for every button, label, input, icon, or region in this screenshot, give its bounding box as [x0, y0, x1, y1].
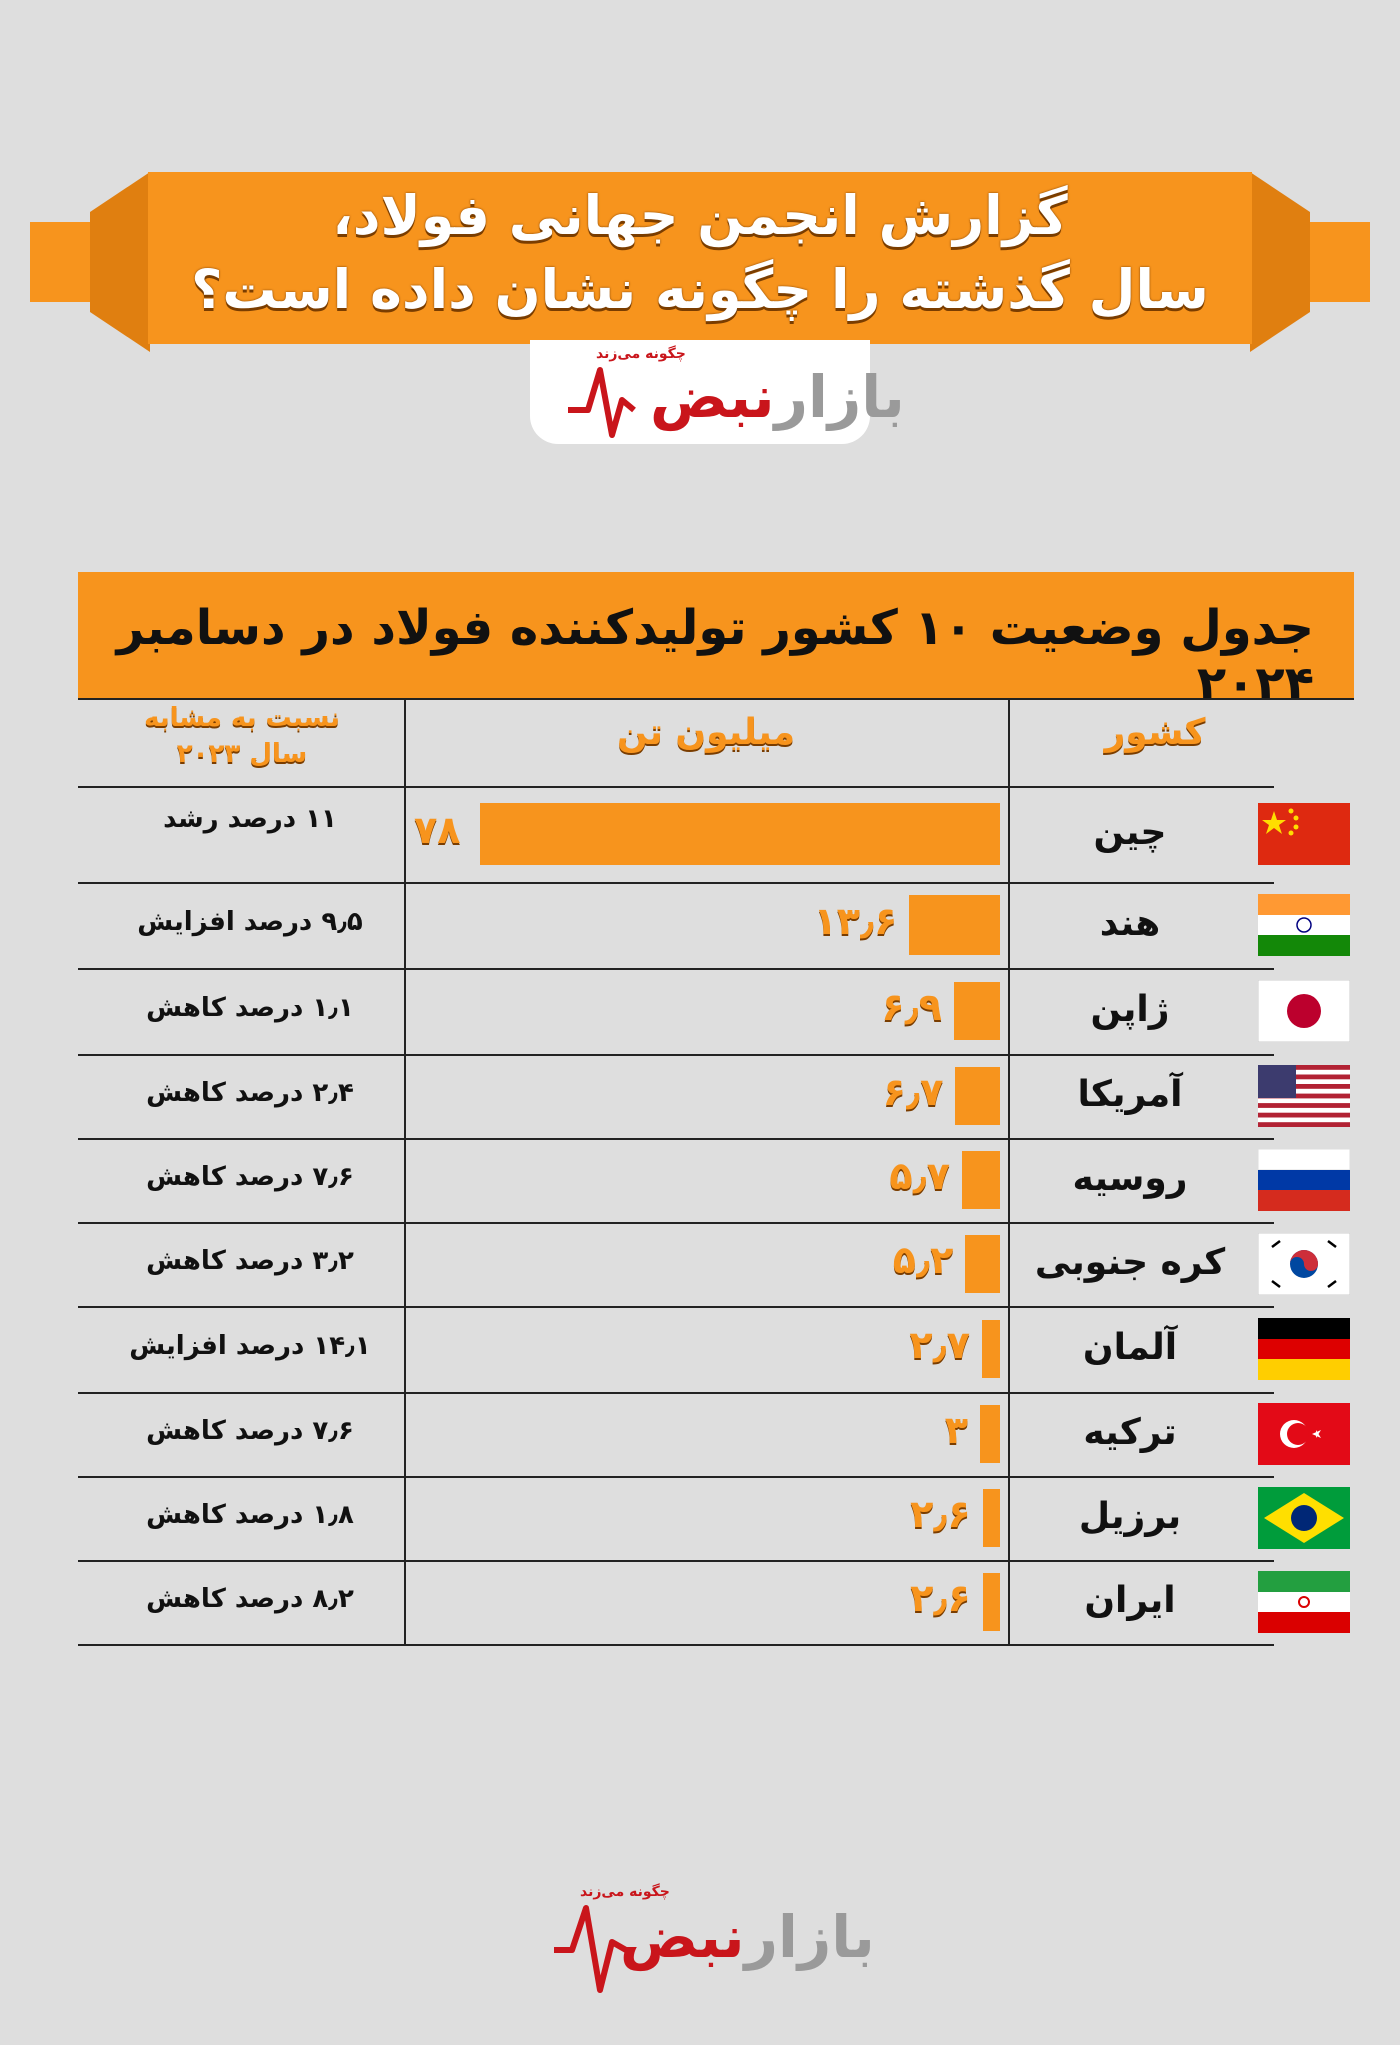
bar-mark	[909, 895, 1000, 955]
change-vs-2023: ۹٫۵ درصد افزایش	[137, 907, 363, 937]
table-title: جدول وضعیت ۱۰ کشور تولیدکننده فولاد در د…	[116, 600, 1314, 712]
bar-mark	[962, 1151, 1000, 1209]
country-name: ترکیه	[1083, 1412, 1177, 1453]
change-vs-2023: ۷٫۶ درصد کاهش	[146, 1162, 354, 1192]
country-name: آلمان	[1082, 1327, 1178, 1368]
brand-tagline: چگونه می‌زند	[596, 346, 686, 362]
bar-value-label: ۲٫۷	[909, 1323, 970, 1367]
column-header-change-line-2: سال ۲۰۲۳	[176, 739, 308, 769]
bar-value-label: ۵٫۲	[892, 1238, 954, 1282]
column-header-million-tons: میلیون تن	[616, 712, 796, 753]
country-name: ژاپن	[1090, 989, 1170, 1030]
bar-value-label: ۶٫۹	[881, 985, 942, 1029]
bar-value-label: ۷۸	[414, 808, 461, 852]
change-vs-2023: ۱۴٫۱ درصد افزایش	[129, 1331, 371, 1361]
country-name: برزیل	[1078, 1496, 1182, 1537]
footer-brand-name-red: نبض	[620, 1903, 747, 1971]
column-header-change: نسبت به مشابه سال ۲۰۲۳	[78, 700, 406, 772]
south-korea-flag	[1258, 1233, 1350, 1295]
change-vs-2023: ۱۱ درصد رشد	[163, 804, 337, 834]
footer-brand-logo: چگونه می‌زند بازارنبض	[550, 1880, 877, 2010]
column-header-change-line-1: نسبت به مشابه	[144, 703, 340, 733]
brand-logo: چگونه می‌زند بازارنبض	[530, 340, 907, 444]
change-vs-2023: ۱٫۱ درصد کاهش	[146, 993, 354, 1023]
turkey-flag	[1258, 1403, 1350, 1465]
footer-pulse-icon	[554, 1905, 628, 1993]
change-vs-2023: ۸٫۲ درصد کاهش	[146, 1584, 354, 1614]
bar-mark	[982, 1489, 1000, 1547]
bar-mark	[980, 1405, 1000, 1463]
japan-flag	[1258, 980, 1350, 1042]
bar-mark	[965, 1235, 1000, 1293]
bar-mark	[982, 1320, 1000, 1378]
country-name: چین	[1093, 812, 1167, 853]
brand-name-red: نبض	[650, 363, 777, 431]
page-title-line-2: سال گذشته را چگونه نشان داده است؟	[191, 258, 1209, 321]
bar-mark	[955, 1067, 1000, 1125]
bar-mark	[982, 1573, 1000, 1631]
usa-flag	[1258, 1065, 1350, 1127]
germany-flag	[1258, 1318, 1350, 1380]
brazil-flag	[1258, 1487, 1350, 1549]
change-vs-2023: ۲٫۴ درصد کاهش	[146, 1078, 354, 1108]
table-divider	[78, 1054, 1274, 1056]
table-divider	[78, 1392, 1274, 1394]
bar-value-label: ۱۳٫۶	[813, 899, 898, 943]
footer-brand-tagline: چگونه می‌زند	[580, 1884, 670, 1900]
footer-brand-name-gray: بازار	[744, 1903, 877, 1971]
table-divider	[78, 1222, 1274, 1224]
table-divider	[78, 1306, 1274, 1308]
brand-name: بازارنبض	[650, 362, 907, 432]
country-name: ایران	[1084, 1580, 1176, 1621]
china-flag	[1258, 803, 1350, 865]
bar-value-label: ۲٫۶	[910, 1492, 971, 1536]
page-title-line-1: گزارش انجمن جهانی فولاد،	[332, 184, 1068, 247]
title-banner: گزارش انجمن جهانی فولاد، سال گذشته را چگ…	[30, 172, 1370, 352]
iran-flag	[1258, 1571, 1350, 1633]
change-vs-2023: ۷٫۶ درصد کاهش	[146, 1416, 354, 1446]
bar-value-label: ۵٫۷	[889, 1154, 950, 1198]
table-divider	[78, 968, 1274, 970]
change-vs-2023: ۳٫۲ درصد کاهش	[146, 1246, 354, 1276]
footer-brand-name: بازارنبض	[620, 1902, 877, 1972]
column-divider	[404, 698, 406, 1644]
russia-flag	[1258, 1149, 1350, 1211]
bar-mark	[954, 982, 1000, 1040]
country-name: هند	[1099, 903, 1161, 944]
banner-shape	[30, 172, 1370, 352]
pulse-icon	[568, 367, 636, 438]
bar-value-label: ۲٫۶	[910, 1576, 971, 1620]
table-divider	[78, 882, 1274, 884]
column-header-country: کشور	[1104, 712, 1206, 753]
bar-mark	[480, 803, 1000, 865]
table-divider	[78, 1476, 1274, 1478]
table-divider	[78, 698, 1354, 700]
column-divider	[1008, 698, 1010, 1644]
table-divider	[78, 786, 1274, 788]
table-divider	[78, 1644, 1274, 1646]
table-divider	[78, 1560, 1274, 1562]
country-name: کره جنوبی	[1034, 1242, 1226, 1283]
bar-value-label: ۳	[944, 1408, 968, 1452]
country-name: آمریکا	[1077, 1074, 1183, 1115]
country-name: روسیه	[1072, 1158, 1188, 1199]
bar-value-label: ۶٫۷	[882, 1070, 944, 1114]
table-divider	[78, 1138, 1274, 1140]
brand-name-gray: بازار	[774, 363, 907, 431]
india-flag	[1258, 894, 1350, 956]
change-vs-2023: ۱٫۸ درصد کاهش	[146, 1500, 354, 1530]
table-title-bar: جدول وضعیت ۱۰ کشور تولیدکننده فولاد در د…	[78, 572, 1354, 712]
